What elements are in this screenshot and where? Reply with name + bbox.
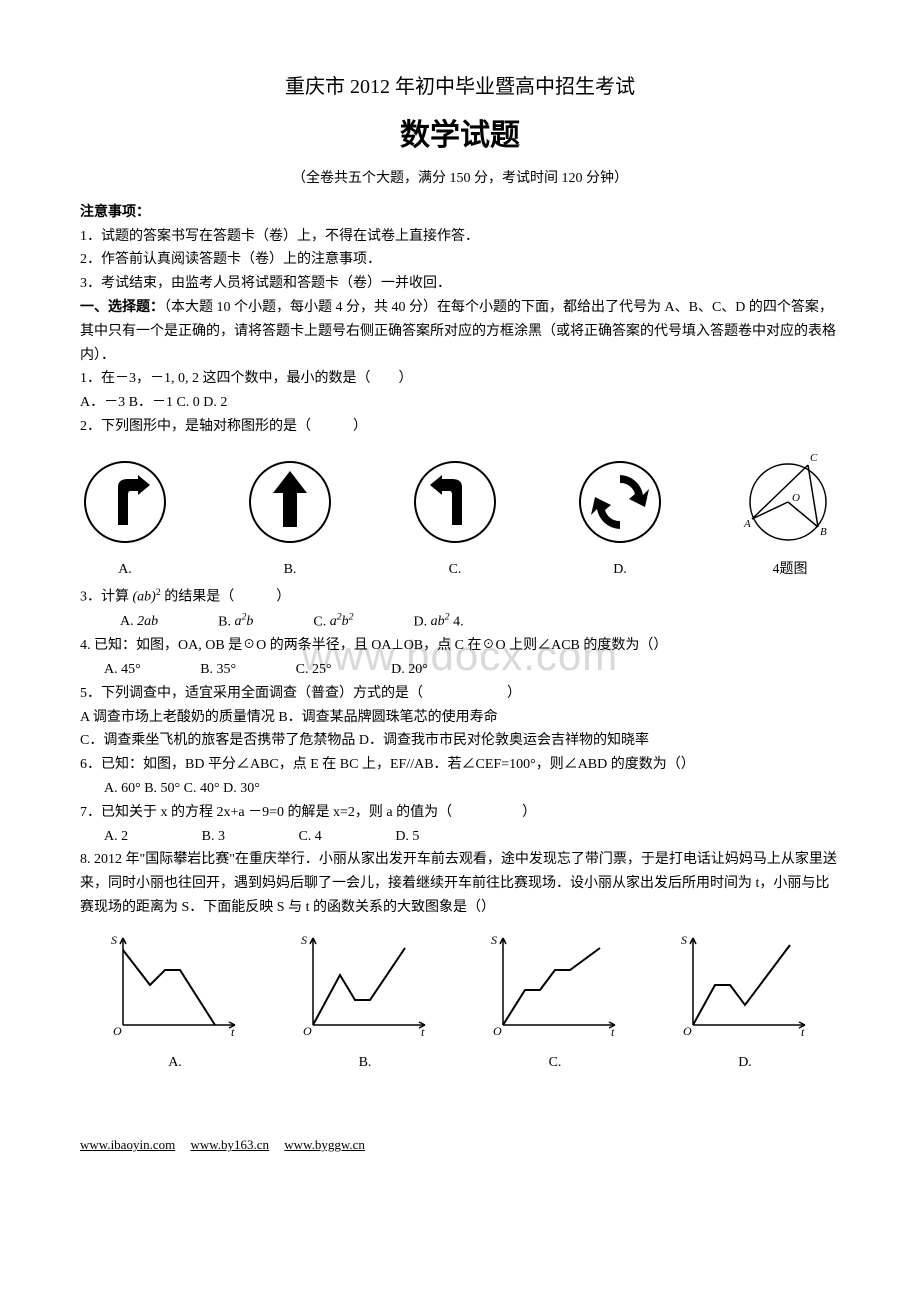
q2-figures: A. B. C. D. xyxy=(80,447,840,582)
q8-graph-b: S O t B. xyxy=(295,930,435,1075)
section1-desc: （本大题 10 个小题，每小题 4 分，共 40 分）在每个小题的下面，都给出了… xyxy=(80,300,836,363)
svg-text:C: C xyxy=(810,452,818,464)
svg-text:t: t xyxy=(801,1025,805,1039)
svg-text:S: S xyxy=(301,933,307,947)
q8-graph-a: S O t A. xyxy=(105,930,245,1075)
section1-line: 一、选择题：（本大题 10 个小题，每小题 4 分，共 40 分）在每个小题的下… xyxy=(80,296,840,367)
q4-c: C. 25° xyxy=(296,662,332,677)
fig-label: A. xyxy=(80,558,170,582)
footer-link[interactable]: www.by163.cn xyxy=(190,1137,269,1152)
fig-label: 4题图 xyxy=(740,558,840,582)
svg-text:S: S xyxy=(491,933,497,947)
q1-opts: A．－3 B．－1 C. 0 D. 2 xyxy=(80,391,840,415)
exam-title-line2: 数学试题 xyxy=(80,110,840,161)
fig-label: D. xyxy=(575,558,665,582)
q7-opts: A. 2 B. 3 C. 4 D. 5 xyxy=(80,825,840,849)
q4-a: A. 45° xyxy=(104,662,141,677)
footer-links: www.ibaoyin.com www.by163.cn www.byggw.c… xyxy=(80,1134,840,1156)
q5-line2: C．调查乘坐飞机的旅客是否携带了危禁物品 D．调查我市市民对伦敦奥运会吉祥物的知… xyxy=(80,729,840,753)
q8-graph-d: S O t D. xyxy=(675,930,815,1075)
q8-graph-c: S O t C. xyxy=(485,930,625,1075)
graph-label: C. xyxy=(485,1051,625,1075)
q4-text: 4. 已知：如图，OA, OB 是☉O 的两条半径，且 OA⊥OB，点 C 在☉… xyxy=(80,634,840,658)
q3-pre: 3．计算 xyxy=(80,590,129,605)
svg-text:S: S xyxy=(681,933,687,947)
q8-graphs: S O t A. S O t B. xyxy=(80,930,840,1075)
notice-item: 1．试题的答案书写在答题卡（卷）上，不得在试卷上直接作答． xyxy=(80,225,840,249)
svg-text:O: O xyxy=(113,1024,122,1038)
notice-item: 2．作答前认真阅读答题卡（卷）上的注意事项． xyxy=(80,248,840,272)
notice-item: 3．考试结束，由监考人员将试题和答题卡（卷）一并收回． xyxy=(80,272,840,296)
fig-label: C. xyxy=(410,558,500,582)
svg-text:O: O xyxy=(303,1024,312,1038)
graph-label: D. xyxy=(675,1051,815,1075)
q7-d: D. 5 xyxy=(395,829,419,844)
svg-text:B: B xyxy=(820,526,827,538)
q3-opt-a: 2ab xyxy=(137,614,158,629)
footer-link[interactable]: www.byggw.cn xyxy=(284,1137,365,1152)
exam-title-line1: 重庆市 2012 年初中毕业暨高中招生考试 xyxy=(80,70,840,104)
q7-a: A. 2 xyxy=(104,829,128,844)
q7-b: B. 3 xyxy=(202,829,225,844)
page-content: 重庆市 2012 年初中毕业暨高中招生考试 数学试题 （全卷共五个大题，满分 1… xyxy=(80,70,840,1157)
footer-link[interactable]: www.ibaoyin.com xyxy=(80,1137,175,1152)
q5-line1: A 调查市场上老酸奶的质量情况 B．调查某品牌圆珠笔芯的使用寿命 xyxy=(80,706,840,730)
notice-heading: 注意事项： xyxy=(80,201,840,225)
svg-text:S: S xyxy=(111,933,117,947)
q6-opts: A. 60° B. 50° C. 40° D. 30° xyxy=(80,777,840,801)
q6-text: 6．已知：如图，BD 平分∠ABC，点 E 在 BC 上，EF//AB．若∠CE… xyxy=(80,753,840,777)
q3-post: 的结果是（ ） xyxy=(164,590,290,605)
q4-b: B. 35° xyxy=(200,662,236,677)
q3-text: 3．计算 (ab)2 的结果是（ ） xyxy=(80,585,840,609)
q7-c: C. 4 xyxy=(298,829,321,844)
q3-sup: 2 xyxy=(156,587,161,598)
svg-text:O: O xyxy=(493,1024,502,1038)
graph-label: B. xyxy=(295,1051,435,1075)
q5-text: 5．下列调查中，适宜采用全面调查（普查）方式的是（ ） xyxy=(80,682,840,706)
q2-fig-d: D. xyxy=(575,457,665,582)
svg-text:O: O xyxy=(683,1024,692,1038)
q7-text: 7．已知关于 x 的方程 2x+a －9=0 的解是 x=2，则 a 的值为（ … xyxy=(80,801,840,825)
q4-opts: A. 45° B. 35° C. 25° D. 20° xyxy=(80,658,840,682)
q2-fig-b: B. xyxy=(245,457,335,582)
section1-heading: 一、选择题： xyxy=(80,300,164,315)
fig-label: B. xyxy=(245,558,335,582)
svg-text:t: t xyxy=(421,1025,425,1039)
q8-text: 8. 2012 年"国际攀岩比赛"在重庆举行．小丽从家出发开车前去观看，途中发现… xyxy=(80,848,840,919)
q1-text: 1．在－3，－1, 0, 2 这四个数中，最小的数是（ ） xyxy=(80,367,840,391)
q4-d: D. 20° xyxy=(391,662,428,677)
svg-text:t: t xyxy=(231,1025,235,1039)
svg-text:A: A xyxy=(743,518,751,530)
q2-fig-a: A. xyxy=(80,457,170,582)
q4-figure: O C A B 4题图 xyxy=(740,447,840,582)
q2-fig-c: C. xyxy=(410,457,500,582)
q2-text: 2．下列图形中，是轴对称图形的是（ ） xyxy=(80,415,840,439)
graph-label: A. xyxy=(105,1051,245,1075)
svg-text:O: O xyxy=(792,492,800,504)
svg-text:t: t xyxy=(611,1025,615,1039)
q3-opts: A. 2ab B. a2b C. a2b2 D. ab2 4. xyxy=(80,610,840,634)
exam-subtitle: （全卷共五个大题，满分 150 分，考试时间 120 分钟） xyxy=(80,167,840,191)
